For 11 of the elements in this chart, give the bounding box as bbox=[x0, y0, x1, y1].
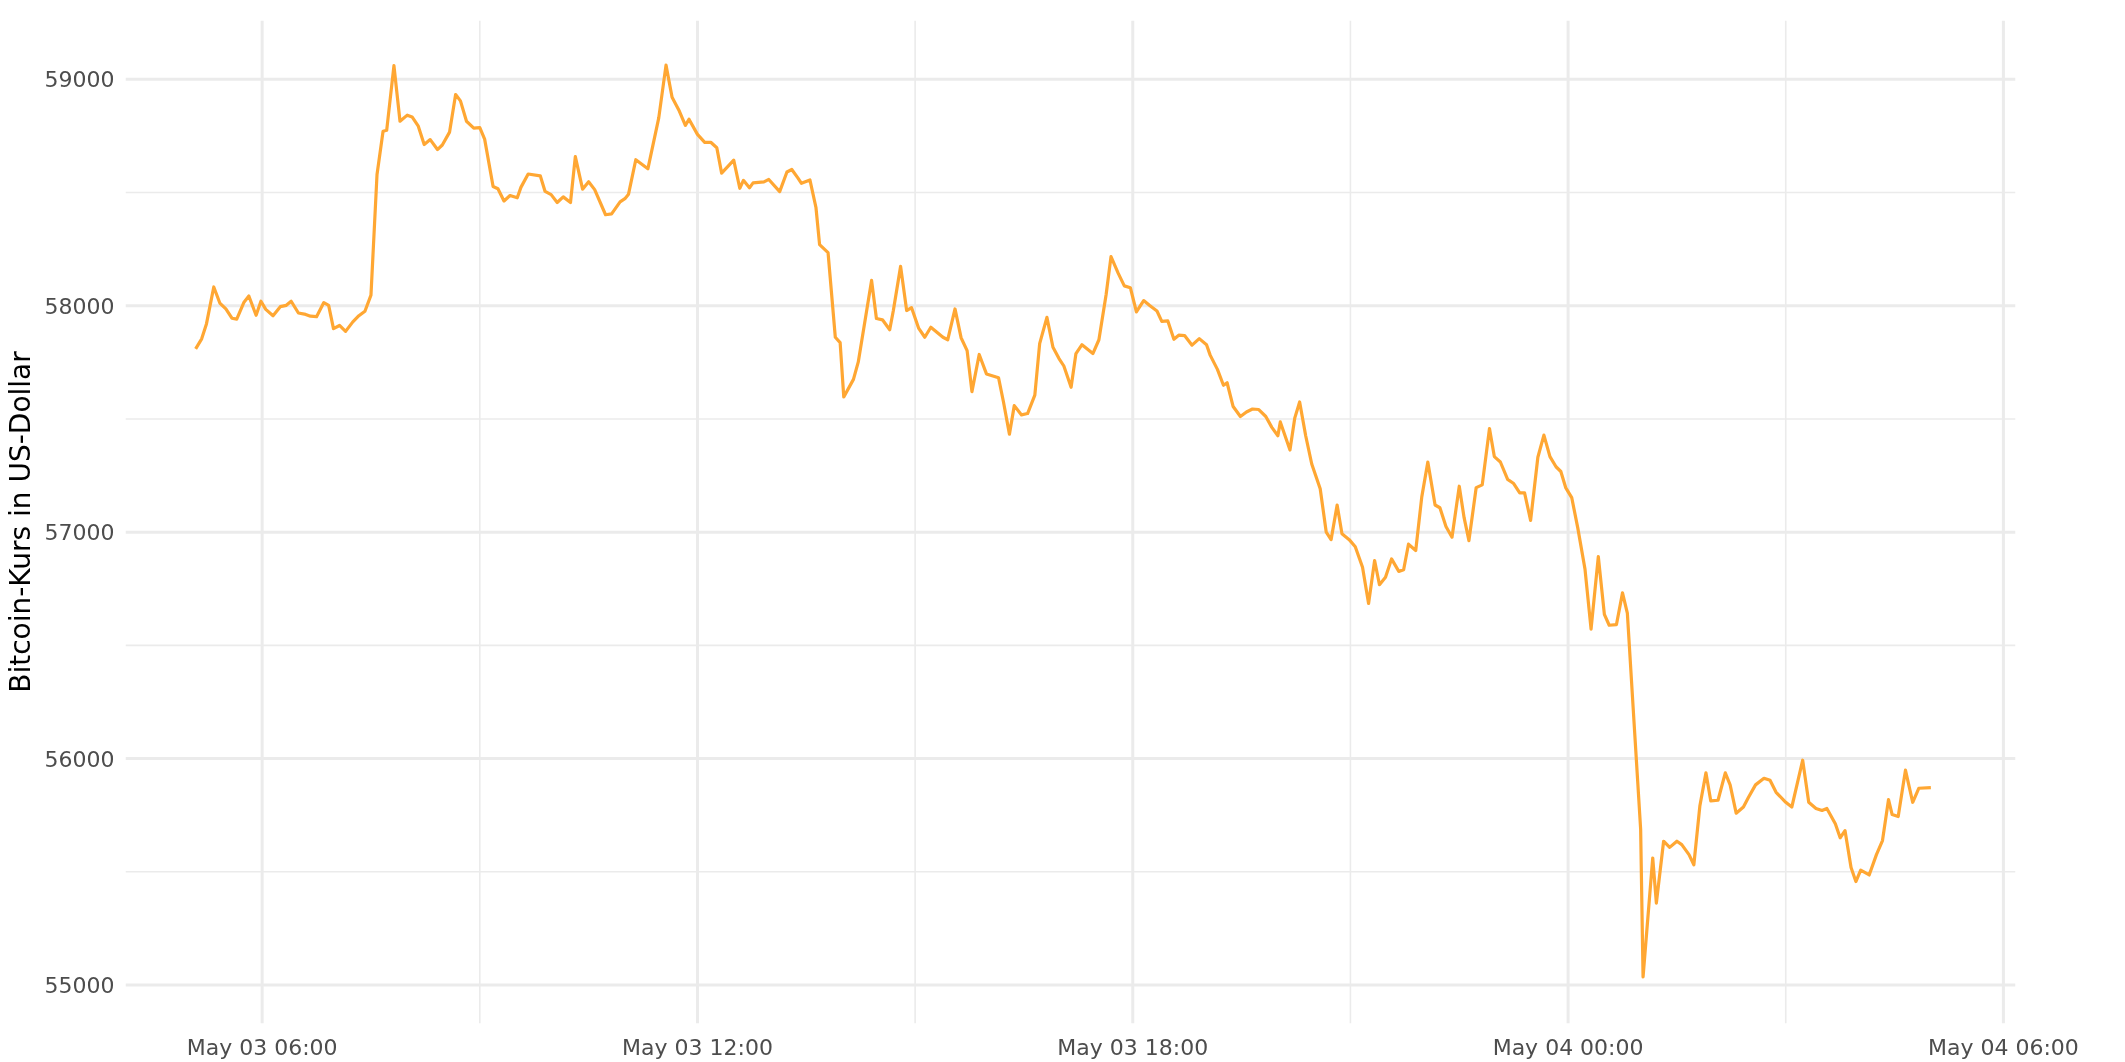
x-tick-label: May 04 06:00 bbox=[1927, 1034, 2079, 1060]
x-tick-label: May 04 00:00 bbox=[1492, 1034, 1644, 1060]
x-tick-label: May 03 18:00 bbox=[1057, 1034, 1209, 1060]
y-tick-label: 55000 bbox=[44, 973, 115, 999]
y-tick-label: 56000 bbox=[44, 746, 115, 772]
y-tick-label: 57000 bbox=[44, 520, 115, 546]
y-tick-label: 59000 bbox=[44, 67, 115, 93]
y-tick-label: 58000 bbox=[44, 293, 115, 319]
x-tick-label: May 03 12:00 bbox=[622, 1034, 773, 1060]
y-axis-title: Bitcoin-Kurs in US-Dollar bbox=[3, 350, 37, 693]
x-tick-label: May 03 06:00 bbox=[186, 1034, 338, 1060]
